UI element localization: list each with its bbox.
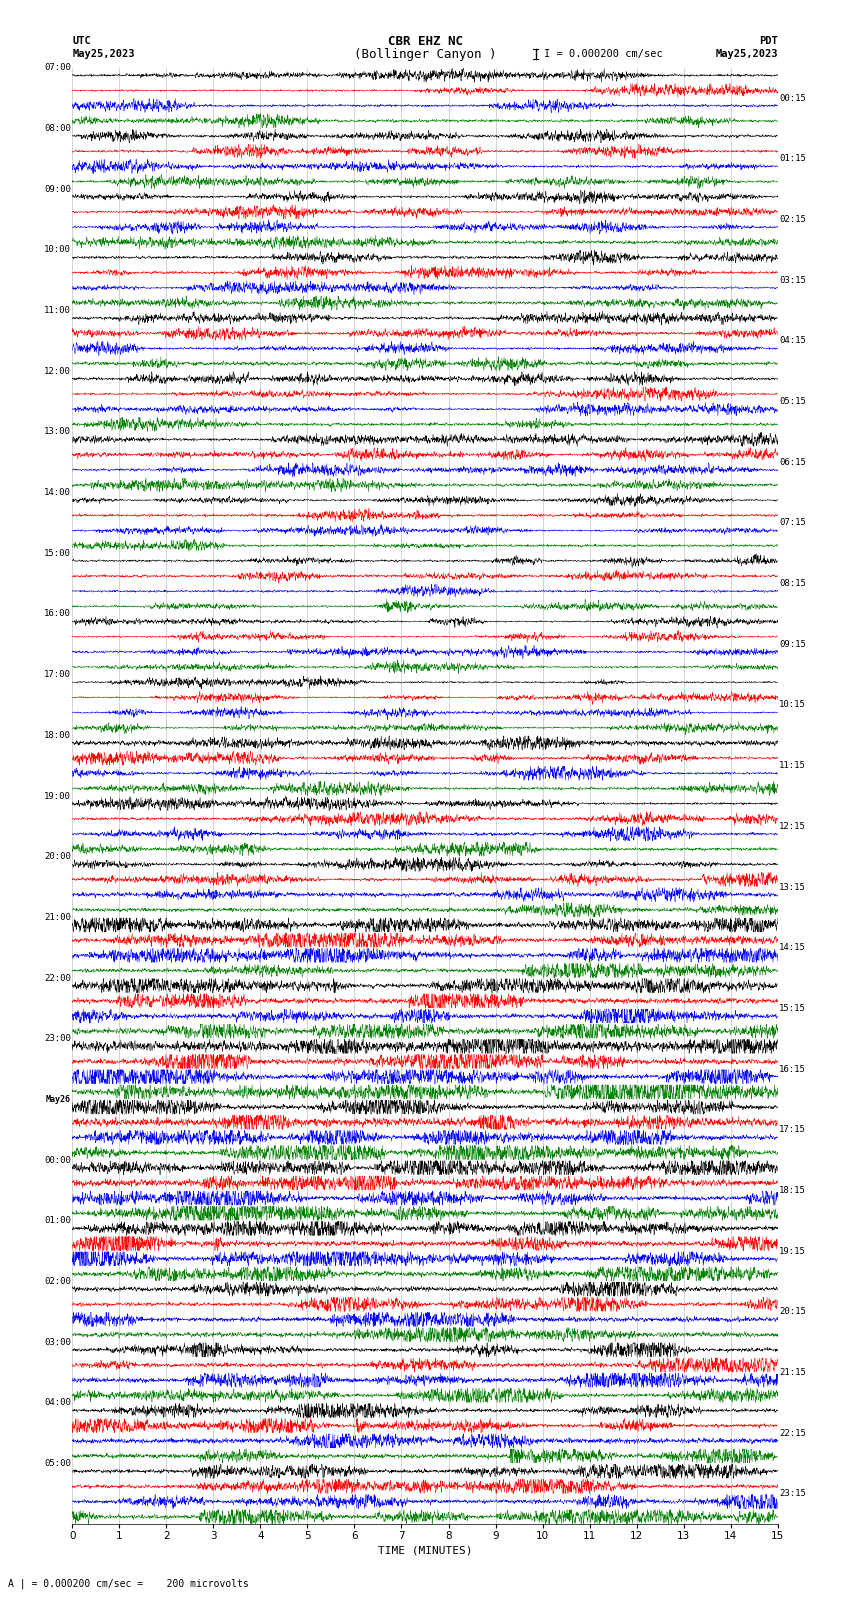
- Text: 19:15: 19:15: [779, 1247, 806, 1255]
- Text: 12:00: 12:00: [44, 366, 71, 376]
- Text: 04:15: 04:15: [779, 337, 806, 345]
- Text: 01:00: 01:00: [44, 1216, 71, 1226]
- Text: 01:15: 01:15: [779, 155, 806, 163]
- Text: 22:00: 22:00: [44, 974, 71, 982]
- Text: 15:00: 15:00: [44, 548, 71, 558]
- Text: 00:15: 00:15: [779, 94, 806, 103]
- Text: May25,2023: May25,2023: [715, 48, 778, 60]
- Text: 11:00: 11:00: [44, 306, 71, 315]
- Text: 12:15: 12:15: [779, 823, 806, 831]
- Text: 03:00: 03:00: [44, 1337, 71, 1347]
- Text: 07:15: 07:15: [779, 518, 806, 527]
- Text: CBR EHZ NC: CBR EHZ NC: [388, 34, 462, 48]
- Text: 23:00: 23:00: [44, 1034, 71, 1044]
- Text: 00:00: 00:00: [44, 1155, 71, 1165]
- Text: 23:15: 23:15: [779, 1489, 806, 1498]
- Text: 10:15: 10:15: [779, 700, 806, 710]
- Text: 02:00: 02:00: [44, 1277, 71, 1286]
- Text: 09:15: 09:15: [779, 640, 806, 648]
- X-axis label: TIME (MINUTES): TIME (MINUTES): [377, 1545, 473, 1555]
- Text: May26: May26: [46, 1095, 71, 1103]
- Text: 18:00: 18:00: [44, 731, 71, 740]
- Text: 19:00: 19:00: [44, 792, 71, 800]
- Text: 17:00: 17:00: [44, 669, 71, 679]
- Text: 10:00: 10:00: [44, 245, 71, 255]
- Text: 14:00: 14:00: [44, 489, 71, 497]
- Text: 14:15: 14:15: [779, 944, 806, 952]
- Text: 06:15: 06:15: [779, 458, 806, 466]
- Text: 15:15: 15:15: [779, 1003, 806, 1013]
- Text: 21:15: 21:15: [779, 1368, 806, 1378]
- Text: 20:00: 20:00: [44, 852, 71, 861]
- Text: 16:00: 16:00: [44, 610, 71, 618]
- Text: (Bollinger Canyon ): (Bollinger Canyon ): [354, 48, 496, 61]
- Text: A | = 0.000200 cm/sec =    200 microvolts: A | = 0.000200 cm/sec = 200 microvolts: [8, 1578, 249, 1589]
- Text: I = 0.000200 cm/sec: I = 0.000200 cm/sec: [544, 48, 663, 60]
- Text: 03:15: 03:15: [779, 276, 806, 284]
- Text: 22:15: 22:15: [779, 1429, 806, 1437]
- Text: 16:15: 16:15: [779, 1065, 806, 1074]
- Text: 20:15: 20:15: [779, 1308, 806, 1316]
- Text: 21:00: 21:00: [44, 913, 71, 923]
- Text: 17:15: 17:15: [779, 1126, 806, 1134]
- Text: 11:15: 11:15: [779, 761, 806, 769]
- Text: May25,2023: May25,2023: [72, 48, 135, 60]
- Text: 18:15: 18:15: [779, 1186, 806, 1195]
- Text: 13:00: 13:00: [44, 427, 71, 437]
- Text: 05:15: 05:15: [779, 397, 806, 406]
- Text: 02:15: 02:15: [779, 215, 806, 224]
- Text: 09:00: 09:00: [44, 184, 71, 194]
- Text: 08:15: 08:15: [779, 579, 806, 589]
- Text: 08:00: 08:00: [44, 124, 71, 132]
- Text: 04:00: 04:00: [44, 1398, 71, 1408]
- Text: 05:00: 05:00: [44, 1460, 71, 1468]
- Text: UTC: UTC: [72, 35, 91, 47]
- Text: 07:00: 07:00: [44, 63, 71, 73]
- Text: PDT: PDT: [759, 35, 778, 47]
- Text: 13:15: 13:15: [779, 882, 806, 892]
